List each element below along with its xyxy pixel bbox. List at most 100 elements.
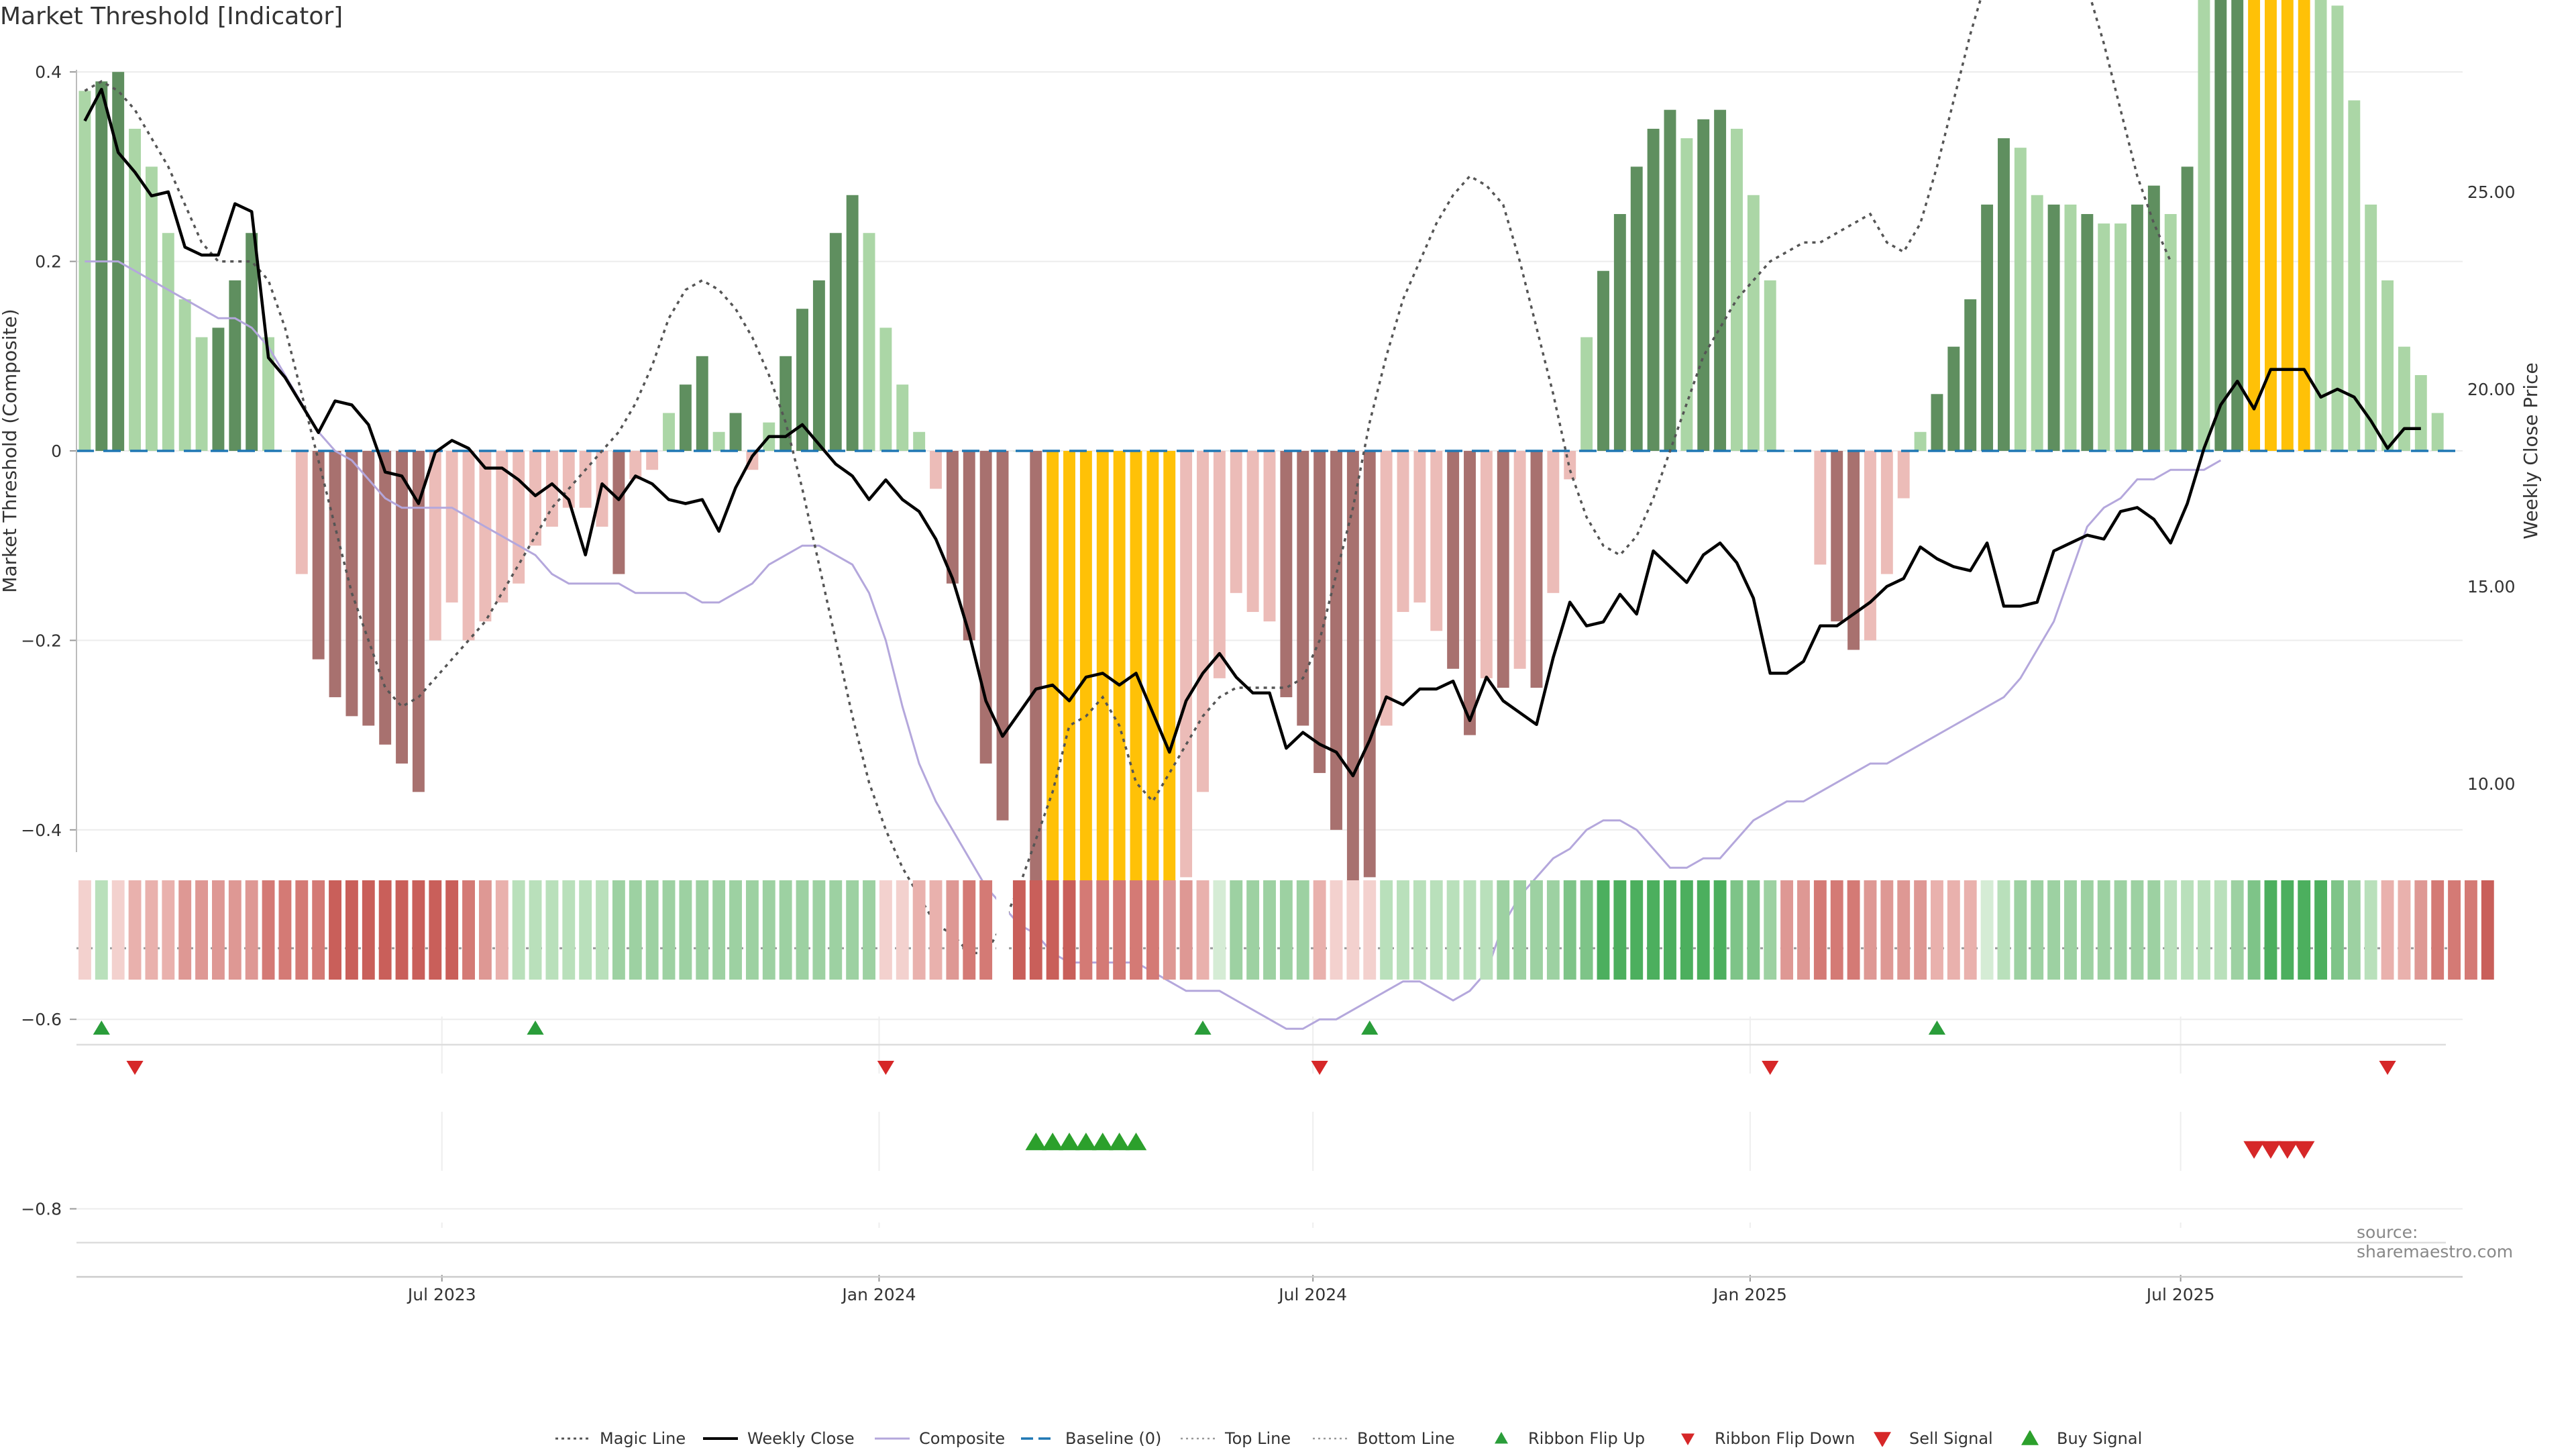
histogram-bar	[1096, 451, 1109, 953]
histogram-bar	[396, 451, 409, 764]
legend-label: Ribbon Flip Down	[1715, 1429, 1856, 1448]
histogram-bar	[2214, 0, 2227, 451]
histogram-bar	[1297, 451, 1309, 726]
histogram-bar	[946, 451, 959, 584]
histogram-bar	[262, 337, 275, 451]
histogram-bar	[2231, 0, 2244, 452]
histogram-bar	[1079, 451, 1092, 953]
ribbon-flip-down-marker	[126, 1061, 144, 1075]
ribbon-cell	[2181, 880, 2194, 980]
histogram-bar	[1914, 431, 1927, 451]
ribbon-cell	[2264, 880, 2277, 980]
ribbon-cell	[1613, 880, 1627, 980]
ribbon-cell	[1463, 880, 1477, 980]
ribbon-cell	[1964, 880, 1977, 980]
ribbon-cell	[228, 880, 241, 980]
ribbon-cell	[1530, 880, 1543, 980]
y-tick-label: −0.4	[21, 821, 62, 840]
ribbon-cell	[1063, 880, 1076, 980]
histogram-bar	[646, 451, 659, 470]
ribbon-cell	[478, 880, 492, 980]
legend-label: Weekly Close	[747, 1429, 855, 1448]
ribbon-cell	[445, 880, 459, 980]
ribbon-cell	[495, 880, 508, 980]
price-tick-label: 10.00	[2467, 774, 2516, 794]
y-tick-label: 0.4	[35, 62, 62, 82]
y-tick-label: 0	[51, 441, 62, 461]
ribbon-cell	[779, 880, 792, 980]
legend-item-weekly: Weekly Close	[702, 1429, 855, 1448]
ribbon-cell	[1847, 880, 1860, 980]
histogram-bar	[345, 451, 358, 717]
histogram-bar	[1497, 451, 1509, 688]
ribbon-cell	[2198, 880, 2210, 980]
ribbon-cell	[1563, 880, 1576, 980]
histogram-bar	[896, 384, 909, 451]
histogram-bar	[1263, 451, 1276, 622]
legend-swatch-flipdown	[1681, 1433, 1695, 1445]
histogram-bar	[629, 451, 642, 480]
histogram-bar	[1513, 451, 1526, 669]
ribbon-cell	[1430, 880, 1443, 980]
sell-signal-marker	[2243, 1141, 2265, 1159]
histogram-bar	[2365, 204, 2377, 451]
histogram-bar	[2414, 375, 2427, 451]
legend-item-buy: Buy Signal	[2011, 1429, 2142, 1448]
histogram-bar	[930, 451, 942, 489]
ribbon-cell	[1313, 880, 1326, 980]
x-tick-label: Jul 2023	[407, 1285, 476, 1304]
ribbon-cell	[1931, 880, 1943, 980]
left-axis-label: Market Threshold (Composite)	[0, 309, 21, 592]
ribbon-cell	[912, 880, 926, 980]
ribbon-cell	[2064, 880, 2077, 980]
ribbon-cell	[579, 880, 592, 980]
ribbon-cell	[1630, 880, 1644, 980]
histogram-bar	[1964, 299, 1977, 451]
ribbon-cell	[512, 880, 525, 980]
ribbon-cell	[395, 880, 409, 980]
ribbon-cell	[812, 880, 826, 980]
ribbon-cell	[1997, 880, 2010, 980]
ribbon-cell	[863, 880, 875, 980]
ribbon-flip-down-marker	[2379, 1061, 2396, 1075]
ribbon-cell	[1029, 880, 1042, 980]
histogram-bar	[2047, 204, 2060, 451]
ribbon-cell	[1947, 880, 1960, 980]
ribbon-cell	[2214, 880, 2227, 980]
histogram-bar	[963, 451, 975, 641]
ribbon-cell	[1230, 880, 1243, 980]
histogram-bar	[1530, 451, 1543, 688]
ribbon-cell	[2331, 880, 2344, 980]
legend-swatch-buy	[2021, 1431, 2039, 1445]
histogram-bar	[712, 431, 725, 451]
histogram-bar	[2164, 214, 2177, 451]
histogram-bar	[2198, 0, 2210, 452]
histogram-bar	[1280, 451, 1293, 698]
histogram-bar	[1864, 451, 1876, 641]
ribbon-cell	[762, 880, 775, 980]
axes-layer: 0.80.60.40.20−0.2−0.4−0.6−0.825.0020.001…	[21, 62, 2516, 1304]
ribbon-cell	[1546, 880, 1560, 980]
ribbon-cell	[362, 880, 375, 980]
histogram-bar	[1897, 451, 1910, 499]
ribbon-cell	[2147, 880, 2161, 980]
ribbon-cell	[1513, 880, 1527, 980]
histogram-bar	[996, 451, 1009, 821]
histogram-bar	[1831, 451, 1843, 622]
legend-item-magic: Magic Line	[554, 1429, 686, 1448]
ribbon-cell	[2131, 880, 2144, 980]
legend-label: Baseline (0)	[1065, 1429, 1162, 1448]
legend-label: Composite	[919, 1429, 1006, 1448]
ribbon-cell	[2431, 880, 2445, 980]
x-tick-label: Jul 2025	[2145, 1285, 2215, 1304]
histogram-bar	[663, 413, 675, 451]
ribbon-cell	[1196, 880, 1210, 980]
ribbon-cell	[1213, 880, 1226, 980]
histogram-bar	[1597, 270, 1609, 451]
ribbon-cell	[2448, 880, 2461, 980]
legend-swatch-sell	[1874, 1432, 1891, 1447]
histogram-bar	[846, 195, 859, 451]
histogram-bar	[1030, 451, 1042, 887]
ribbon-cell	[1880, 880, 1894, 980]
